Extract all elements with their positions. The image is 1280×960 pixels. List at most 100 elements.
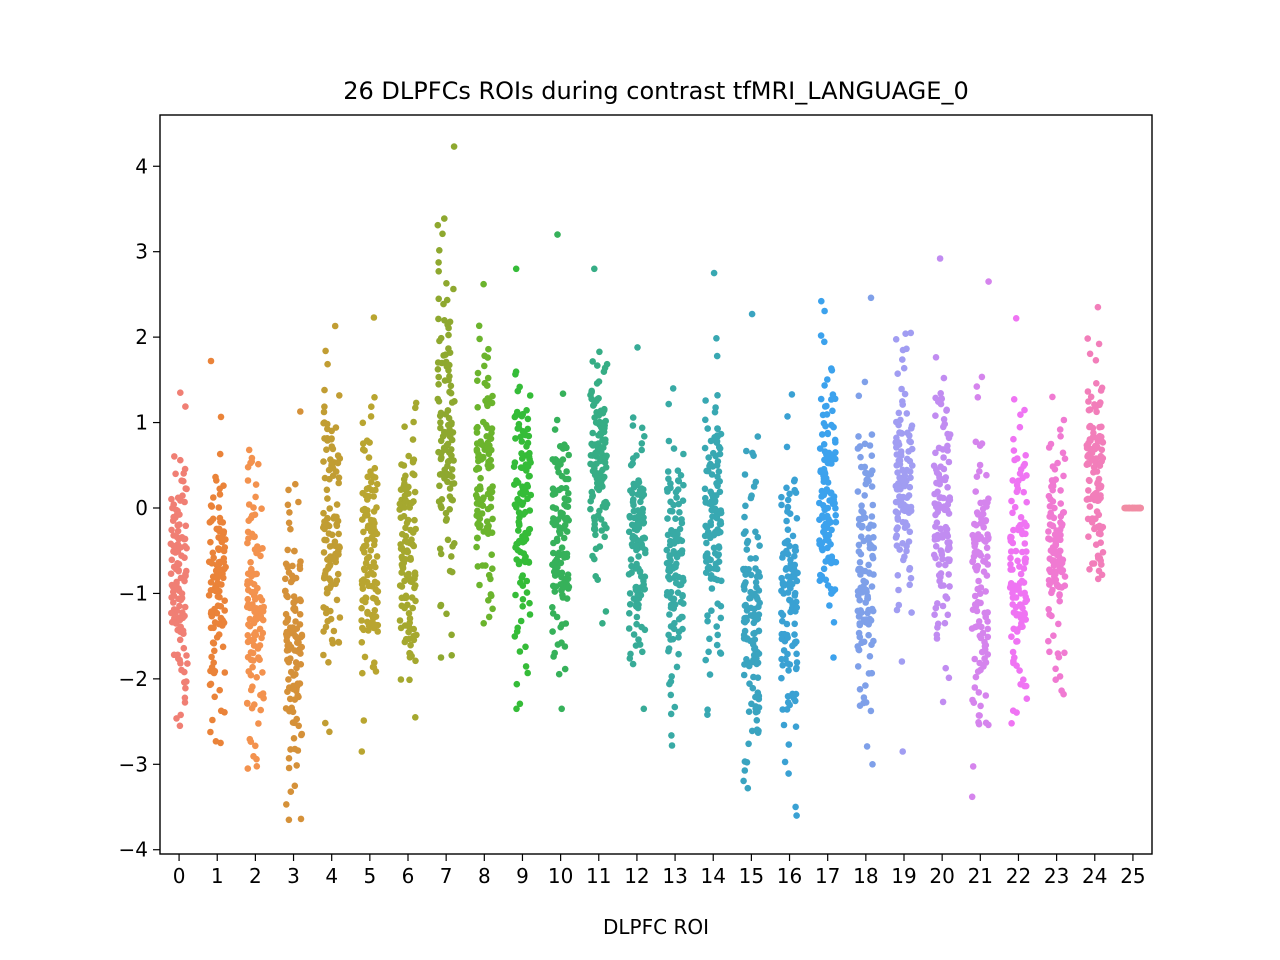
data-point xyxy=(403,519,411,527)
data-point xyxy=(438,359,446,367)
data-point xyxy=(671,703,679,711)
data-point xyxy=(441,446,449,454)
data-point xyxy=(856,702,864,709)
data-point xyxy=(207,357,215,365)
data-point xyxy=(865,534,872,541)
data-point xyxy=(984,633,992,641)
x-tick-label: 15 xyxy=(739,864,764,888)
data-point xyxy=(178,477,185,485)
data-point xyxy=(250,581,258,588)
data-point xyxy=(397,624,405,632)
data-point xyxy=(1061,649,1068,657)
data-point xyxy=(971,684,979,691)
data-point xyxy=(559,456,567,463)
data-point xyxy=(335,474,343,482)
data-point xyxy=(448,631,455,639)
series-5 xyxy=(358,314,382,755)
data-point xyxy=(816,577,824,584)
data-point xyxy=(451,398,458,405)
data-point xyxy=(674,477,682,484)
data-point xyxy=(221,607,228,614)
data-point xyxy=(861,492,868,499)
data-point xyxy=(971,592,979,600)
series-2 xyxy=(243,446,268,772)
data-point xyxy=(1056,592,1063,599)
data-point xyxy=(402,556,409,563)
data-point xyxy=(405,623,413,630)
data-point xyxy=(589,493,596,501)
data-point xyxy=(670,625,678,633)
data-point xyxy=(670,595,678,603)
data-point xyxy=(938,548,945,556)
data-point xyxy=(1094,303,1102,311)
data-point xyxy=(675,500,682,508)
data-point xyxy=(823,402,830,410)
data-point xyxy=(247,671,255,679)
data-point xyxy=(557,623,564,631)
data-point xyxy=(855,433,862,440)
data-point xyxy=(172,581,180,588)
data-point xyxy=(594,395,601,403)
data-point xyxy=(362,542,370,550)
data-point xyxy=(524,415,532,423)
data-point xyxy=(409,604,417,612)
data-point xyxy=(1057,487,1064,494)
data-point xyxy=(363,511,370,519)
data-point xyxy=(867,707,875,715)
data-point xyxy=(714,425,721,432)
data-point xyxy=(748,310,756,318)
data-point xyxy=(206,519,214,526)
data-point xyxy=(780,550,787,557)
data-point xyxy=(477,485,484,493)
data-point xyxy=(944,611,952,619)
data-point xyxy=(975,720,983,728)
data-point xyxy=(521,534,529,541)
data-point xyxy=(526,449,533,457)
data-point xyxy=(868,452,876,460)
data-point xyxy=(753,717,761,724)
data-point xyxy=(284,615,292,622)
data-point xyxy=(1093,508,1101,515)
data-point xyxy=(744,784,752,792)
data-point xyxy=(183,652,190,659)
data-point xyxy=(675,615,683,623)
data-point xyxy=(792,803,799,811)
data-point xyxy=(593,380,601,387)
data-point xyxy=(320,628,327,635)
data-point xyxy=(894,516,902,523)
x-tick-label: 19 xyxy=(891,864,916,888)
data-point xyxy=(555,486,563,494)
data-point xyxy=(526,455,533,463)
data-point xyxy=(1010,447,1018,454)
data-point xyxy=(601,521,608,528)
data-point xyxy=(1095,475,1103,483)
data-point xyxy=(562,484,570,492)
data-point xyxy=(702,522,709,530)
data-point xyxy=(218,581,225,588)
data-point xyxy=(296,611,304,618)
series-11 xyxy=(587,265,611,627)
data-point xyxy=(514,387,522,395)
data-point xyxy=(857,550,865,558)
data-point xyxy=(480,528,488,535)
data-point xyxy=(1093,380,1100,387)
data-point xyxy=(635,553,642,560)
data-point xyxy=(364,496,371,503)
data-point xyxy=(756,542,763,549)
data-point xyxy=(252,481,260,488)
data-point xyxy=(942,474,950,481)
data-point xyxy=(1015,583,1022,591)
data-point xyxy=(741,627,749,635)
data-point xyxy=(862,699,870,706)
data-point xyxy=(524,463,532,470)
data-point xyxy=(481,362,488,370)
data-point xyxy=(1061,455,1069,463)
data-point xyxy=(676,581,683,589)
data-point xyxy=(220,619,228,627)
data-point xyxy=(441,428,448,436)
data-point xyxy=(549,610,557,617)
data-point xyxy=(374,621,382,629)
data-point xyxy=(552,520,560,527)
data-point xyxy=(782,655,789,663)
data-point xyxy=(285,764,293,772)
